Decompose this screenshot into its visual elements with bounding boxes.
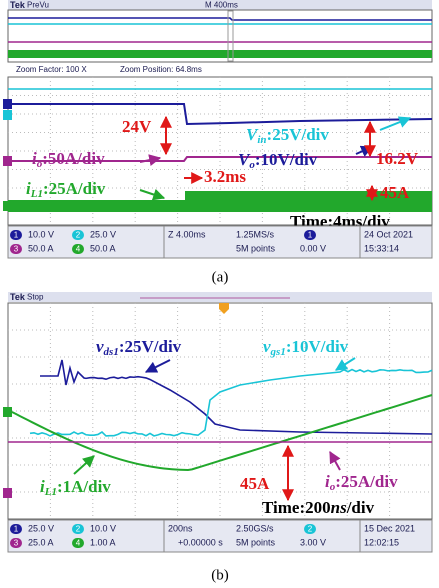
- annotation: io:50A/div: [32, 149, 105, 170]
- date: 24 Oct 2021: [364, 229, 413, 239]
- waveform-band: [8, 50, 432, 58]
- annotation-text: /div: [346, 498, 375, 517]
- channel-scale: 1.00 A: [90, 537, 116, 547]
- zoom-factor: Zoom Factor: 100 X: [16, 65, 87, 74]
- channel-number: 1: [308, 231, 313, 240]
- channel-scale: 10.0 V: [28, 229, 54, 239]
- channel-number: 2: [76, 525, 81, 534]
- figure: TekPreVuM 400msZoom Factor: 100 XZoom Po…: [0, 0, 439, 588]
- annotation: 3.2ms: [204, 167, 246, 186]
- annotation-text: 16.2V: [376, 149, 419, 168]
- zoom-timebase: 200ns: [168, 523, 193, 533]
- trigger-level: 3.00 V: [300, 537, 326, 547]
- annotation-subscript: in: [257, 134, 266, 146]
- trigger-level: 0.00 V: [300, 243, 326, 253]
- channel-marker: [3, 407, 12, 417]
- annotation-subscript: L1: [44, 486, 57, 498]
- annotation-text: :25A/div: [335, 472, 398, 491]
- annotation-text: :1A/div: [57, 477, 111, 496]
- annotation-text: :10V/div: [286, 337, 349, 356]
- annotation-text: Time:200: [262, 498, 331, 517]
- channel-number: 3: [14, 245, 19, 254]
- channel-number: 1: [14, 525, 19, 534]
- caption: (b): [211, 567, 229, 583]
- channel-marker: [3, 488, 12, 498]
- channel-scale: 25.0 V: [28, 523, 54, 533]
- channel-number: 3: [14, 539, 19, 548]
- zoom-position: Zoom Position: 64.8ms: [120, 65, 202, 74]
- annotation-subscript: gs1: [270, 346, 286, 358]
- annotation-text: :50A/div: [42, 149, 105, 168]
- channel-marker: [3, 110, 12, 120]
- annotation: 24V: [122, 117, 152, 136]
- annotation-text: 24V: [122, 117, 152, 136]
- annotation: 45A: [240, 474, 270, 493]
- waveform-band: [8, 200, 185, 212]
- annotation-text: 45A: [240, 474, 270, 493]
- annotation-text: :10V/div: [255, 150, 318, 169]
- sample-rate: 1.25MS/s: [236, 229, 275, 239]
- channel-number: 4: [76, 245, 81, 254]
- annotation: 16.2V: [376, 149, 419, 168]
- annotation: io:25A/div: [325, 472, 398, 493]
- zoom-timebase: Z 4.00ms: [168, 229, 206, 239]
- trigger-position: +0.00000 s: [178, 537, 223, 547]
- annotation: Time:200ns/div: [262, 498, 375, 517]
- annotation: 45A: [380, 183, 410, 202]
- caption: (a): [212, 269, 229, 285]
- header-bar: [8, 292, 432, 302]
- brand: Tek: [10, 0, 26, 10]
- channel-scale: 25.0 A: [28, 537, 54, 547]
- annotation-text: :25A/div: [43, 179, 106, 198]
- record-length: 5M points: [236, 537, 276, 547]
- channel-marker: [3, 201, 12, 211]
- brand: Tek: [10, 292, 26, 302]
- acquisition-state: PreVu: [27, 1, 49, 10]
- annotation-text: ns: [331, 498, 347, 517]
- time: 15:33:14: [364, 243, 399, 253]
- annotation-subscript: ds1: [104, 346, 119, 358]
- annotation-text: :25V/div: [119, 337, 182, 356]
- annotation-text: 3.2ms: [204, 167, 246, 186]
- channel-number: 1: [14, 231, 19, 240]
- channel-scale: 50.0 A: [90, 243, 116, 253]
- annotation-text: :25V/div: [267, 125, 330, 144]
- channel-scale: 25.0 V: [90, 229, 116, 239]
- annotation-text: 45A: [380, 183, 410, 202]
- channel-number: 2: [76, 231, 81, 240]
- acquisition-state: Stop: [27, 293, 44, 302]
- channel-scale: 50.0 A: [28, 243, 54, 253]
- channel-number: 2: [308, 525, 313, 534]
- record-length: 5M points: [236, 243, 276, 253]
- date: 15 Dec 2021: [364, 523, 415, 533]
- time: 12:02:15: [364, 537, 399, 547]
- channel-scale: 10.0 V: [90, 523, 116, 533]
- channel-number: 4: [76, 539, 81, 548]
- sample-rate: 2.50GS/s: [236, 523, 274, 533]
- channel-marker: [3, 156, 12, 166]
- channel-marker: [3, 99, 12, 109]
- annotation-subscript: L1: [30, 188, 43, 200]
- timebase: M 400ms: [205, 1, 238, 10]
